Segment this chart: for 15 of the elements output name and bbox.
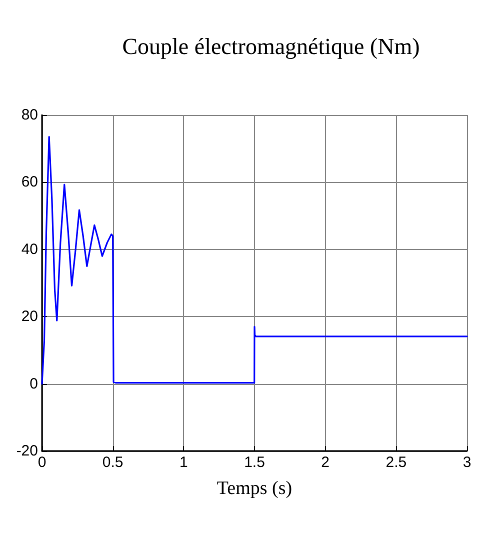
x-tick-label: 1.5: [244, 454, 265, 471]
x-tick-label: 3: [462, 454, 472, 471]
chart-title: Couple électromagnétique (Nm): [122, 34, 420, 59]
y-tick-label: 0: [30, 375, 38, 392]
x-tick-label: 0.5: [102, 454, 124, 471]
y-tick-label: 20: [21, 308, 38, 326]
line-series: [41, 136, 468, 385]
y-tick-label: -20: [16, 442, 38, 460]
y-tick-label: 60: [21, 174, 38, 191]
x-tick-label: 2.5: [386, 454, 407, 471]
y-tick-label: 40: [21, 240, 38, 258]
x-tick-label: 2: [321, 454, 330, 471]
x-tick-label: 1: [179, 454, 188, 471]
x-axis-title: Temps (s): [216, 478, 292, 499]
y-tick-label: 80: [21, 106, 38, 124]
